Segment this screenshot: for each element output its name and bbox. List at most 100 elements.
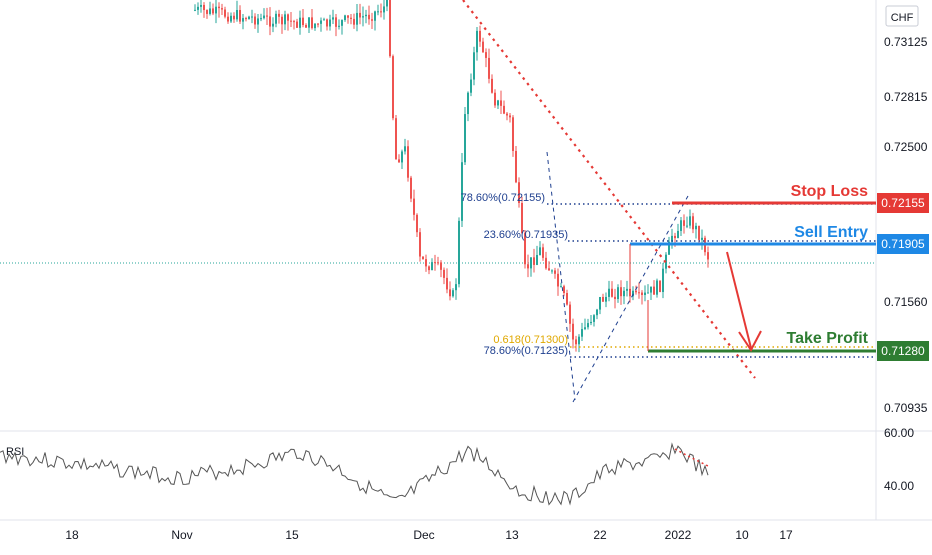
candle-body bbox=[533, 257, 535, 265]
candle-body bbox=[320, 20, 322, 24]
candle-body bbox=[542, 247, 544, 258]
candle-body bbox=[275, 13, 277, 24]
fib-label-236: 23.60%(0.71935) bbox=[484, 229, 568, 241]
candle-body bbox=[437, 262, 439, 264]
candle-body bbox=[641, 292, 643, 295]
candle-body bbox=[236, 9, 238, 20]
candle-body bbox=[464, 114, 466, 163]
candle-body bbox=[518, 182, 520, 204]
price-tick: 0.72500 bbox=[884, 140, 928, 154]
candle-body bbox=[380, 11, 382, 13]
candle-body bbox=[350, 17, 352, 19]
candle-body bbox=[251, 16, 253, 18]
candle-body bbox=[278, 13, 280, 17]
candle-body bbox=[497, 100, 499, 106]
candle-body bbox=[668, 241, 670, 255]
descending-trendline[interactable] bbox=[462, 0, 756, 379]
candle-body bbox=[563, 286, 565, 294]
candle-body bbox=[683, 220, 685, 226]
candle-body bbox=[416, 214, 418, 233]
candle-body bbox=[323, 19, 325, 21]
candle-body bbox=[269, 16, 271, 27]
candle-body bbox=[689, 216, 691, 226]
time-label: 22 bbox=[593, 528, 607, 542]
price-tick: 0.70935 bbox=[884, 401, 928, 415]
stop-loss-label: Stop Loss bbox=[791, 183, 868, 200]
candle-body bbox=[599, 296, 601, 310]
candle-body bbox=[539, 247, 541, 255]
candle-body bbox=[245, 18, 247, 20]
candle-body bbox=[611, 288, 613, 297]
candlestick-series[interactable] bbox=[194, 0, 709, 353]
candle-body bbox=[383, 6, 385, 13]
candle-body bbox=[242, 18, 244, 22]
candle-body bbox=[449, 289, 451, 297]
candle-body bbox=[614, 296, 616, 300]
candle-body bbox=[452, 290, 454, 297]
candle-body bbox=[407, 146, 409, 178]
candle-body bbox=[386, 0, 388, 7]
candle-body bbox=[335, 17, 337, 27]
candle-body bbox=[584, 327, 586, 330]
candle-body bbox=[263, 15, 265, 19]
candle-body bbox=[302, 17, 304, 25]
candle-body bbox=[515, 150, 517, 183]
candle-body bbox=[536, 254, 538, 265]
candle-body bbox=[455, 284, 457, 291]
candle-body bbox=[560, 286, 562, 288]
candle-body bbox=[311, 17, 313, 29]
take-profit-label: Take Profit bbox=[787, 330, 869, 347]
candle-body bbox=[572, 323, 574, 340]
time-label: 2022 bbox=[665, 528, 692, 542]
currency-badge[interactable] bbox=[885, 5, 919, 27]
candle-body bbox=[473, 52, 475, 80]
candle-body bbox=[422, 256, 424, 260]
candle-body bbox=[425, 259, 427, 267]
candle-body bbox=[419, 232, 421, 257]
candle-body bbox=[290, 20, 292, 22]
candle-body bbox=[461, 162, 463, 221]
candle-body bbox=[227, 16, 229, 22]
candle-body bbox=[491, 78, 493, 93]
sell-entry-label: Sell Entry bbox=[794, 224, 868, 241]
candle-body bbox=[230, 15, 232, 22]
candle-body bbox=[521, 203, 523, 234]
candle-body bbox=[434, 262, 436, 264]
candle-body bbox=[581, 329, 583, 337]
candle-body bbox=[272, 23, 274, 27]
candle-body bbox=[671, 235, 673, 242]
candle-body bbox=[578, 336, 580, 345]
candle-body bbox=[359, 12, 361, 18]
candle-body bbox=[587, 323, 589, 328]
forecast-arrowhead bbox=[738, 330, 762, 352]
candle-body bbox=[287, 14, 289, 21]
candle-body bbox=[215, 6, 217, 14]
candle-body bbox=[344, 15, 346, 21]
rsi-line[interactable] bbox=[0, 442, 709, 506]
fib-swing-line-upper[interactable] bbox=[546, 151, 576, 401]
candle-body bbox=[656, 280, 658, 295]
stop-loss-price-tag-text: 0.72155 bbox=[881, 196, 925, 210]
candle-body bbox=[692, 216, 694, 230]
candle-body bbox=[659, 280, 661, 292]
candle-body bbox=[293, 21, 295, 23]
candle-body bbox=[557, 273, 559, 287]
candle-body bbox=[374, 11, 376, 21]
time-label: 18 bbox=[65, 528, 79, 542]
candle-body bbox=[644, 292, 646, 295]
candle-body bbox=[494, 92, 496, 106]
candle-body bbox=[500, 100, 502, 106]
time-label: 13 bbox=[505, 528, 519, 542]
candle-body bbox=[680, 220, 682, 231]
price-tick: 0.72815 bbox=[884, 90, 928, 104]
candle-body bbox=[698, 225, 700, 240]
candle-body bbox=[440, 262, 442, 270]
candle-body bbox=[554, 270, 556, 274]
candle-body bbox=[368, 14, 370, 20]
candle-body bbox=[338, 25, 340, 27]
candle-body bbox=[623, 290, 625, 297]
candle-body bbox=[674, 235, 676, 239]
